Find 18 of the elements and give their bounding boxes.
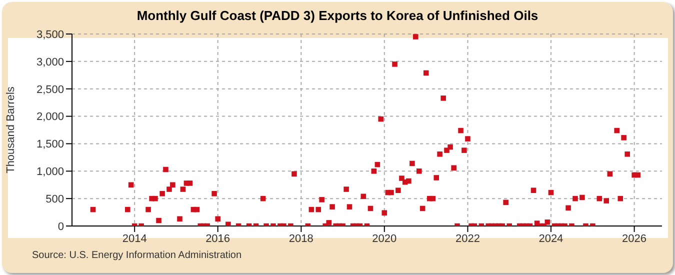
x-tick-label: 2024 [538,232,564,245]
y-tick-label: 3,000 [36,56,64,68]
y-tick-label: 2,000 [36,111,64,124]
x-tick-label: 2020 [372,232,397,245]
y-tick-label: 1,000 [36,166,64,178]
chart-title: Monthly Gulf Coast (PADD 3) Exports to Korea of Unfinished Oils [136,8,540,23]
source-note: Source: U.S. Energy Information Administration [32,250,242,261]
y-tick-label: 3,500 [36,28,64,41]
y-tick-label: 500 [46,193,64,206]
y-axis-title: Thousand Barrels [4,86,17,174]
y-tick-label: 2,500 [36,84,64,96]
x-tick-label: 2018 [288,232,314,245]
x-tick-label: 2014 [122,232,147,245]
y-tick-label: 0 [58,220,64,233]
x-tick-label: 2016 [206,232,230,245]
x-tick-label: 2026 [622,232,647,245]
y-tick-label: 1,500 [36,138,64,151]
x-tick-label: 2022 [455,232,480,245]
